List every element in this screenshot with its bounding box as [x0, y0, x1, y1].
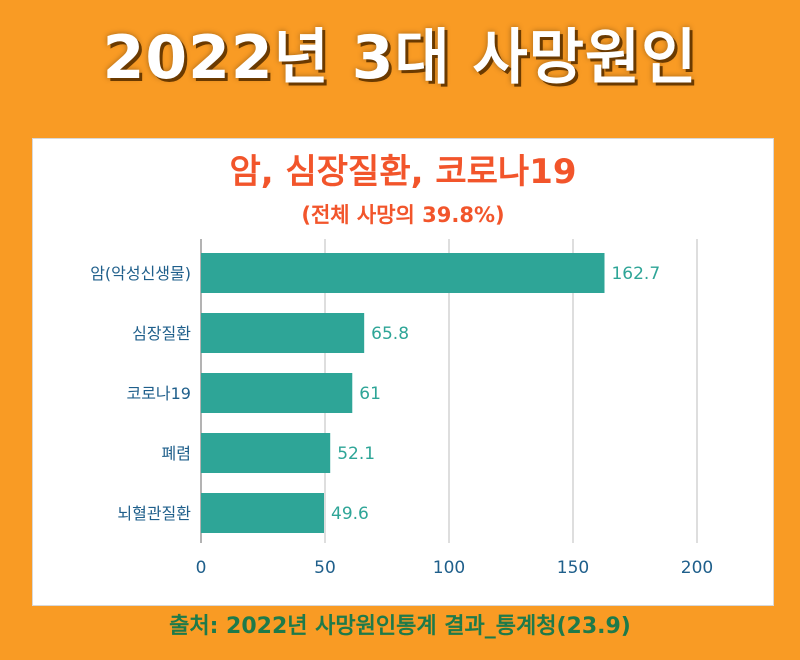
bar: [201, 493, 325, 533]
chart-subtitle: (전체 사망의 39.8%): [301, 203, 505, 227]
category-label: 심장질환: [132, 324, 191, 343]
chart-panel: 암, 심장질환, 코로나19 (전체 사망의 39.8%) 0 50 100 150 2…: [32, 138, 774, 606]
value-label: 52.1: [337, 444, 375, 464]
source-note: 출처: 2022년 사망원인통계 결과_통계청(23.9): [169, 614, 631, 639]
value-label: 61: [359, 384, 381, 404]
x-tick-label: 0: [196, 558, 207, 578]
main-title: 2022년 3대 사망원인: [102, 23, 698, 93]
bar: [201, 253, 605, 293]
value-label: 162.7: [611, 264, 660, 284]
x-tick-label: 150: [557, 558, 589, 578]
x-tick-label: 200: [681, 558, 713, 578]
category-label: 폐렴: [162, 444, 191, 463]
bar-chart: 0 50 100 150 200 암(악성신생물) 162.7 심장질환 65.8 코로나19 61…: [90, 239, 713, 578]
x-tick-label: 100: [433, 558, 465, 578]
bar: [201, 313, 365, 353]
category-label: 코로나19: [126, 384, 191, 403]
category-label: 암(악성신생물): [90, 264, 191, 283]
category-label: 뇌혈관질환: [117, 504, 191, 523]
chart-title: 암, 심장질환, 코로나19: [229, 152, 577, 192]
bar: [201, 433, 331, 473]
bar: [201, 373, 353, 413]
value-label: 65.8: [371, 324, 409, 344]
x-tick-label: 50: [314, 558, 336, 578]
value-label: 49.6: [331, 504, 369, 524]
